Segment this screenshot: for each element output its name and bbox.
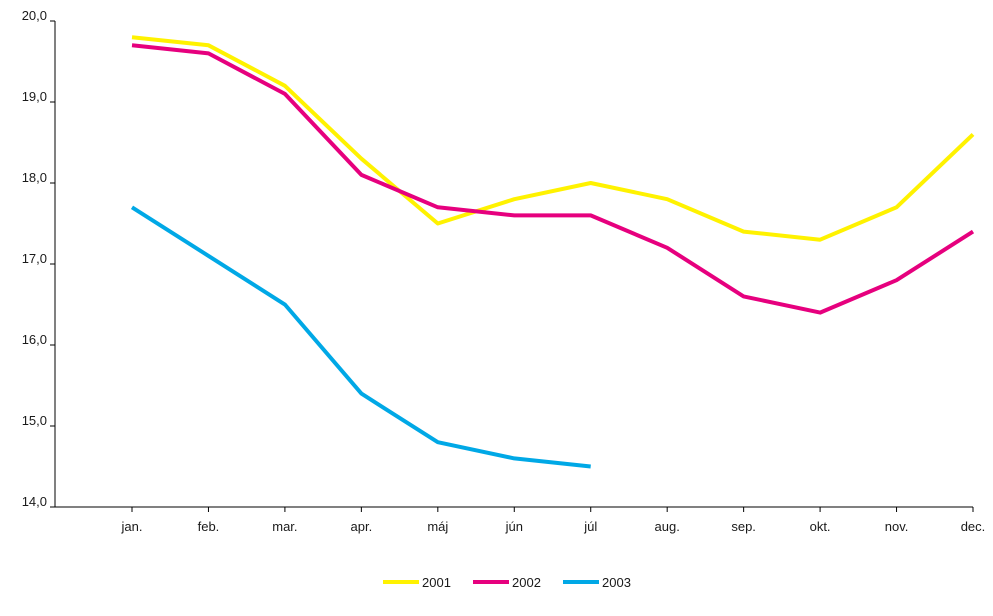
series-line-2003 xyxy=(130,205,591,469)
legend: 2001 2002 2003 xyxy=(383,575,631,590)
legend-label-2001: 2001 xyxy=(422,575,451,590)
x-tick-label: jan. xyxy=(121,519,143,534)
x-tick-label: júl xyxy=(583,519,597,534)
y-tick-label: 19,0 xyxy=(22,89,47,104)
legend-label-2003: 2003 xyxy=(602,575,631,590)
series-line-2002 xyxy=(131,43,975,315)
x-tick-label: okt. xyxy=(810,519,831,534)
y-tick-label: 15,0 xyxy=(22,413,47,428)
x-tick-label: dec. xyxy=(961,519,986,534)
axes: 14,0 15,0 16,0 17,0 18,0 19,0 20,0 jan. feb. mar.… xyxy=(22,8,986,534)
x-tick-label: apr. xyxy=(351,519,373,534)
x-tick-label: mar. xyxy=(272,519,297,534)
x-tick-label: jún xyxy=(505,519,523,534)
y-tick-label: 18,0 xyxy=(22,170,47,185)
y-tick-label: 20,0 xyxy=(22,8,47,23)
x-tick-label: máj xyxy=(427,519,448,534)
legend-label-2002: 2002 xyxy=(512,575,541,590)
x-tick-label: aug. xyxy=(655,519,680,534)
x-tick-label: feb. xyxy=(198,519,220,534)
series-lines xyxy=(130,35,975,469)
series-line-2001 xyxy=(131,35,975,242)
x-tick-label: sep. xyxy=(731,519,756,534)
y-tick-label: 14,0 xyxy=(22,494,47,509)
y-tick-label: 16,0 xyxy=(22,332,47,347)
x-tick-label: nov. xyxy=(885,519,909,534)
y-tick-label: 17,0 xyxy=(22,251,47,266)
